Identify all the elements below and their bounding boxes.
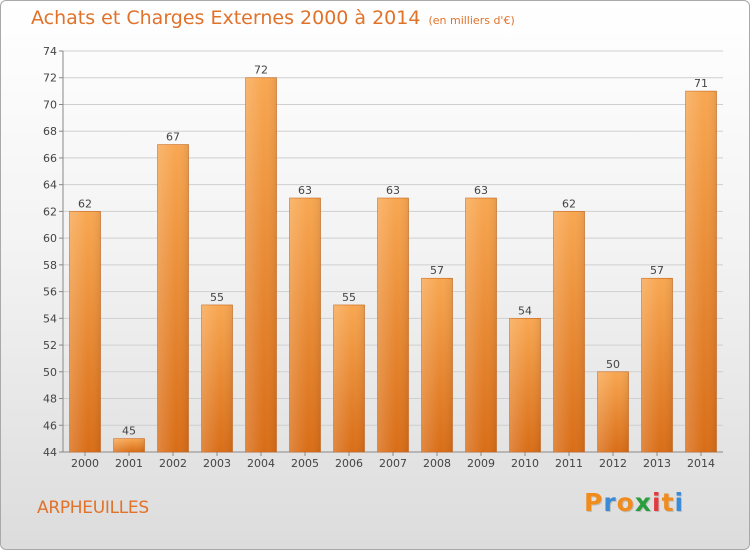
proxiti-logo: Proxiti — [584, 488, 684, 517]
x-tick-label-2005: 2005 — [291, 457, 319, 470]
y-tick-label: 70 — [43, 98, 57, 111]
bar-shade-2009 — [465, 198, 497, 452]
y-tick-label: 46 — [43, 419, 57, 432]
bar-shade-2013 — [641, 278, 673, 452]
y-tick-label: 64 — [43, 179, 57, 192]
x-tick-label-2004: 2004 — [247, 457, 275, 470]
x-tick-label-2001: 2001 — [115, 457, 143, 470]
y-tick-label: 52 — [43, 339, 57, 352]
data-label-2005: 63 — [298, 184, 312, 197]
x-tick-label-2012: 2012 — [599, 457, 627, 470]
bar-shade-2008 — [421, 278, 453, 452]
y-tick-label: 66 — [43, 152, 57, 165]
x-tick-label-2003: 2003 — [203, 457, 231, 470]
axis-layer: 44 46 48 50 52 54 56 58 60 62 64 66 68 70 72 74 2000 2001… — [43, 45, 723, 470]
x-tick-label-2014: 2014 — [687, 457, 715, 470]
y-tick-label: 68 — [43, 125, 57, 138]
x-tick-label-2011: 2011 — [555, 457, 583, 470]
data-label-2000: 62 — [78, 197, 92, 210]
logo-letter: i — [652, 488, 662, 517]
data-label-2010: 54 — [518, 304, 532, 317]
chart-unit: (en milliers d'€) — [428, 14, 515, 27]
x-tick-label-2013: 2013 — [643, 457, 671, 470]
logo-letter: t — [661, 488, 675, 517]
bar-shade-2010 — [509, 318, 541, 452]
y-tick-label: 74 — [43, 45, 57, 58]
logo-letter: x — [634, 488, 652, 517]
y-tick-label: 72 — [43, 72, 57, 85]
data-label-2006: 55 — [342, 291, 356, 304]
x-tick-label-2010: 2010 — [511, 457, 539, 470]
data-label-2012: 50 — [606, 358, 620, 371]
data-label-2004: 72 — [254, 64, 268, 77]
y-tick-label: 62 — [43, 205, 57, 218]
data-label-2013: 57 — [650, 264, 664, 277]
bar-shade-2004 — [245, 77, 277, 452]
label-layer: 62 45 67 55 72 63 55 63 57 63 54 62 50 57 71 — [78, 64, 708, 438]
x-tick-label-2007: 2007 — [379, 457, 407, 470]
y-tick-label: 50 — [43, 366, 57, 379]
y-tick-label: 54 — [43, 312, 57, 325]
logo-letter: r — [603, 488, 617, 517]
bar-shade-2011 — [553, 211, 585, 452]
logo-letter: i — [674, 488, 685, 517]
x-tick-label-2009: 2009 — [467, 457, 495, 470]
bar-shade-2000 — [69, 211, 101, 452]
bar-shade-2003 — [201, 304, 233, 452]
data-label-2003: 55 — [210, 291, 224, 304]
bar-shade-2001 — [113, 438, 145, 452]
y-tick-label: 60 — [43, 232, 57, 245]
y-tick-label: 48 — [43, 393, 57, 406]
bar-shade-2006 — [333, 304, 365, 452]
y-tick-label: 44 — [43, 446, 57, 459]
x-tick-label-2002: 2002 — [159, 457, 187, 470]
y-tick-label: 56 — [43, 286, 57, 299]
logo-letter: o — [616, 488, 635, 517]
bar-shade-2014 — [685, 91, 717, 452]
data-label-2009: 63 — [474, 184, 488, 197]
commune-name: ARPHEUILLES — [37, 498, 149, 518]
y-tick-label: 58 — [43, 259, 57, 272]
data-label-2001: 45 — [122, 425, 136, 438]
x-tick-label-2000: 2000 — [71, 457, 99, 470]
data-label-2007: 63 — [386, 184, 400, 197]
bar-shade-2002 — [157, 144, 189, 453]
data-label-2011: 62 — [562, 197, 576, 210]
chart-title: Achats et Charges Externes 2000 à 2014 — [31, 7, 421, 29]
data-label-2008: 57 — [430, 264, 444, 277]
logo-letter: P — [584, 488, 604, 517]
data-label-2014: 71 — [694, 77, 708, 90]
bar-shade-2007 — [377, 198, 409, 452]
bar-layer — [69, 77, 717, 453]
chart-title-block: Achats et Charges Externes 2000 à 2014 (e… — [31, 7, 515, 29]
bar-shade-2005 — [289, 198, 321, 452]
data-label-2002: 67 — [166, 131, 180, 144]
x-tick-label-2006: 2006 — [335, 457, 363, 470]
bar-shade-2012 — [597, 371, 629, 452]
x-tick-label-2008: 2008 — [423, 457, 451, 470]
